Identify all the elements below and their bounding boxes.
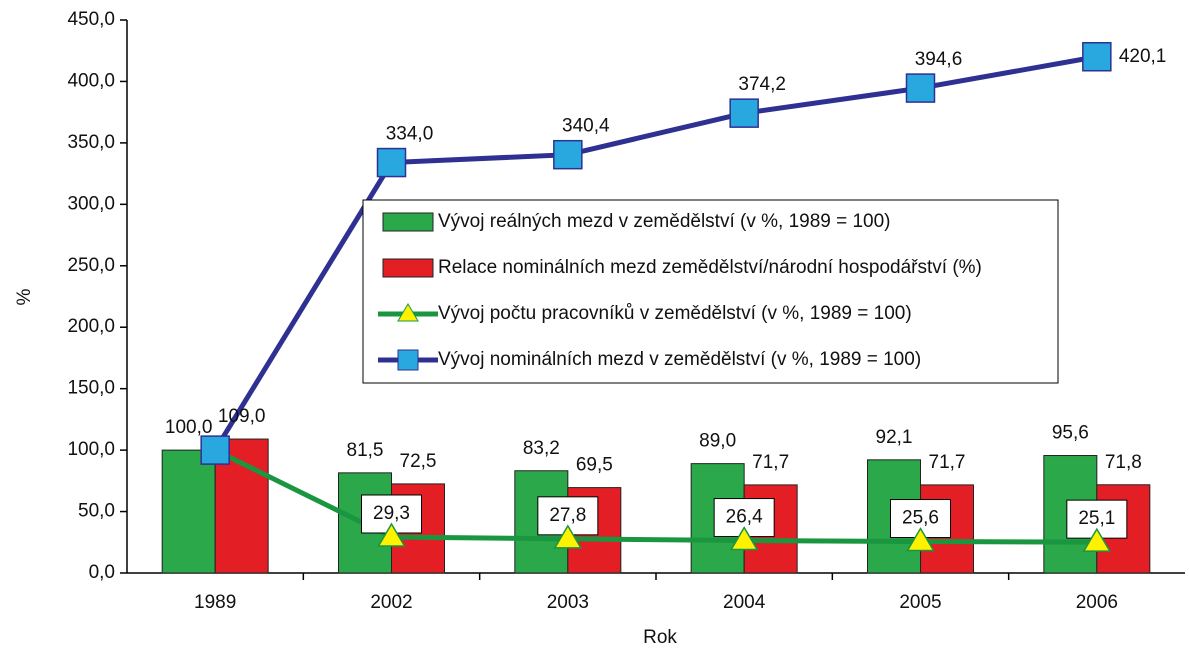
line-value-label: 334,0 [386,124,434,145]
bar-value-label: 72,5 [400,451,437,472]
x-tick-label: 1989 [194,592,236,613]
line-value-label: 27,8 [549,505,586,526]
x-tick-label: 2003 [547,592,589,613]
y-tick-label: 300,0 [67,193,115,214]
legend-box [362,199,1059,384]
square-marker [729,98,759,128]
legend-swatch [382,258,434,278]
bar-value-label: 71,8 [1105,452,1142,473]
legend-label: Vývoj nominálních mezd v zemědělství (v … [438,349,921,370]
line-value-label: 394,6 [915,49,963,70]
x-tick-label: 2006 [1076,592,1118,613]
square-marker [553,139,583,170]
series-line [213,54,1098,452]
legend-label: Relace nominálních mezd zemědělství/náro… [438,257,982,278]
y-tick-label: 50,0 [78,501,115,522]
y-tick-label: 450,0 [67,9,115,30]
square-marker [1082,41,1112,72]
x-axis-label: Rok [643,627,677,648]
bar-value-label: 71,7 [752,452,789,473]
line-value-label: 25,1 [1078,508,1115,529]
y-tick-label: 400,0 [67,70,115,91]
x-tick-label: 2005 [899,592,941,613]
y-axis-label: % [14,288,35,305]
triangle-marker [906,527,935,552]
triangle-marker [1082,527,1112,552]
triangle-marker [553,524,583,549]
x-tick-label: 2004 [723,592,766,613]
x-tick-label: 2002 [370,592,412,613]
square-marker [905,73,936,103]
bar [161,449,216,574]
triangle-marker [377,522,406,547]
bar-value-label: 81,5 [347,440,384,461]
bar-value-label: 89,0 [699,431,736,452]
bar-value-label: 109,0 [218,406,266,427]
y-tick-label: 0,0 [89,562,115,583]
y-tick-label: 350,0 [67,132,115,153]
value-label-box [361,494,422,534]
bar-value-label: 100,0 [165,417,213,438]
bar-value-label: 83,2 [523,438,560,459]
legend-label: Vývoj reálných mezd v zemědělství (v %, … [438,211,891,232]
square-marker [376,147,407,178]
line-value-label: 25,6 [902,508,939,529]
y-tick-label: 200,0 [67,316,115,337]
bar-value-label: 69,5 [576,455,613,476]
bar-value-label: 71,7 [929,452,966,473]
line-value-label: 340,4 [562,116,610,137]
legend-swatch [382,212,434,232]
bar-value-label: 92,1 [876,427,913,448]
triangle-marker [729,526,759,551]
line-value-label: 420,1 [1119,46,1167,67]
legend-marker [397,349,419,371]
line-value-label: 26,4 [726,507,763,528]
y-tick-label: 100,0 [67,439,115,460]
line-value-label: 29,3 [373,503,410,524]
legend-marker [397,303,419,322]
square-marker [200,435,230,465]
y-tick-label: 150,0 [67,378,115,399]
bar-value-label: 95,6 [1052,423,1089,444]
line-value-label: 374,2 [738,74,786,95]
legend: Vývoj reálných mezd v zemědělství (v %, … [362,199,1059,384]
legend-label: Vývoj počtu pracovníků v zemědělství (v … [438,303,912,324]
y-tick-label: 250,0 [67,255,115,276]
